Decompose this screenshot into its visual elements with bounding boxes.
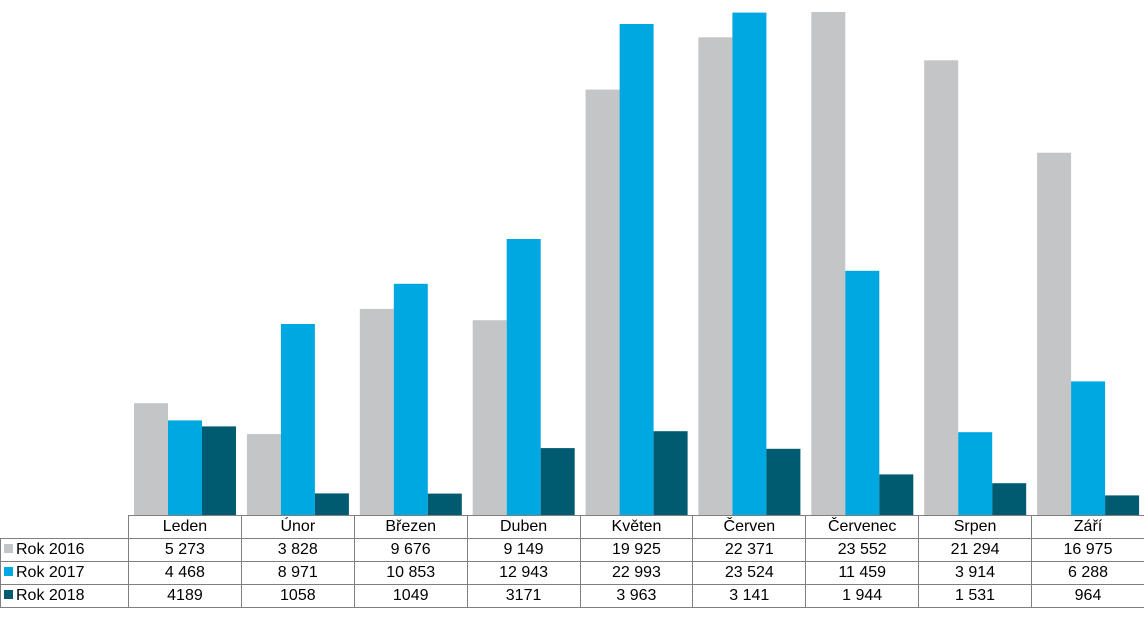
category-label: Leden <box>128 515 242 539</box>
data-table: Leden Únor Březen Duben Květen Červen Červenec… <box>0 515 1144 608</box>
data-label: 16 975 <box>1031 538 1144 562</box>
bar-leden-rok-2018 <box>202 426 236 516</box>
category-label: Únor <box>240 515 355 539</box>
table-row: Rok 2017 4 468 8 971 10 853 12 943 22 993 23 5… <box>0 561 1144 585</box>
bar-červenec-rok-2018 <box>879 474 914 516</box>
data-label: 10 853 <box>353 561 468 585</box>
data-label: 11 459 <box>805 561 920 585</box>
legend-entry: Rok 2016 <box>0 538 129 562</box>
data-label: 6 288 <box>1031 561 1144 585</box>
data-label: 3 141 <box>692 584 807 608</box>
bar-září-rok-2018 <box>1105 495 1140 516</box>
data-label: 3171 <box>466 584 581 608</box>
data-label: 3 828 <box>240 538 355 562</box>
legend-label: Rok 2018 <box>16 587 85 604</box>
data-label: 4189 <box>128 584 242 608</box>
bar-leden-rok-2017 <box>168 420 202 516</box>
data-label: 19 925 <box>579 538 694 562</box>
bar-červen-rok-2016 <box>698 37 733 516</box>
legend-swatch <box>4 590 13 599</box>
data-label: 4 468 <box>128 561 242 585</box>
legend-swatch <box>4 544 13 553</box>
bar-květen-rok-2017 <box>619 24 654 516</box>
bar-srpen-rok-2018 <box>992 483 1027 516</box>
table-row: Rok 2018 4189 1058 1049 3171 3 963 3 141 1 944 1… <box>0 584 1144 608</box>
data-label: 8 971 <box>240 561 355 585</box>
category-label: Září <box>1031 515 1144 539</box>
data-label: 5 273 <box>128 538 242 562</box>
legend-label: Rok 2017 <box>16 564 85 581</box>
bar-leden-rok-2016 <box>134 403 168 516</box>
data-label: 9 149 <box>466 538 581 562</box>
bar-duben-rok-2018 <box>540 448 575 516</box>
data-label: 23 552 <box>805 538 920 562</box>
legend-label: Rok 2016 <box>16 541 85 558</box>
category-label: Duben <box>466 515 581 539</box>
data-label: 12 943 <box>466 561 581 585</box>
bar-únor-rok-2017 <box>280 324 315 516</box>
data-label: 3 914 <box>918 561 1032 585</box>
category-label: Červenec <box>805 515 920 539</box>
data-label: 22 993 <box>579 561 694 585</box>
bar-červen-rok-2018 <box>766 448 801 516</box>
bar-duben-rok-2017 <box>506 239 541 516</box>
bar-březen-rok-2018 <box>427 493 462 516</box>
bars-group <box>134 12 1140 516</box>
bar-chart <box>134 12 1140 516</box>
bar-březen-rok-2017 <box>393 283 428 516</box>
category-label: Květen <box>579 515 694 539</box>
bar-červen-rok-2017 <box>732 12 767 516</box>
table-corner-cell <box>0 515 129 539</box>
table-row: Rok 2016 5 273 3 828 9 676 9 149 19 925 22 371… <box>0 538 1144 562</box>
legend-swatch <box>4 567 13 576</box>
data-label: 3 963 <box>579 584 694 608</box>
category-label: Červen <box>692 515 807 539</box>
data-label: 1058 <box>240 584 355 608</box>
bar-srpen-rok-2016 <box>924 60 959 516</box>
data-label: 964 <box>1031 584 1144 608</box>
table-header-row: Leden Únor Březen Duben Květen Červen Červenec… <box>0 515 1144 539</box>
bar-září-rok-2017 <box>1071 381 1106 516</box>
legend-entry: Rok 2017 <box>0 561 129 585</box>
bar-březen-rok-2016 <box>359 308 394 516</box>
data-label: 1 944 <box>805 584 920 608</box>
bar-červenec-rok-2017 <box>845 270 880 516</box>
bar-červenec-rok-2016 <box>811 12 846 516</box>
bar-září-rok-2016 <box>1037 152 1072 516</box>
category-label: Srpen <box>918 515 1032 539</box>
bar-únor-rok-2018 <box>314 493 349 516</box>
legend-entry: Rok 2018 <box>0 584 129 608</box>
bar-květen-rok-2016 <box>585 89 620 516</box>
data-label: 21 294 <box>918 538 1032 562</box>
bar-srpen-rok-2017 <box>958 432 993 516</box>
data-label: 22 371 <box>692 538 807 562</box>
bar-duben-rok-2016 <box>472 320 507 516</box>
data-label: 1049 <box>353 584 468 608</box>
bar-květen-rok-2018 <box>653 431 688 516</box>
data-label: 1 531 <box>918 584 1032 608</box>
bar-únor-rok-2016 <box>246 434 281 516</box>
category-label: Březen <box>353 515 468 539</box>
data-label: 9 676 <box>353 538 468 562</box>
data-label: 23 524 <box>692 561 807 585</box>
